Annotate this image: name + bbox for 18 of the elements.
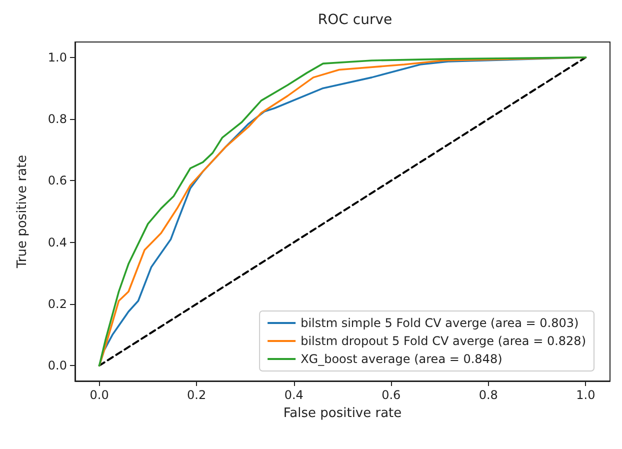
x-tick-label: 0.2 [187,388,206,402]
x-tick-label: 0.4 [284,388,304,402]
chart-title: ROC curve [318,12,392,28]
y-tick-label: 1.0 [48,50,67,64]
y-tick-label: 0.6 [48,174,67,188]
y-tick-label: 0.8 [48,112,67,126]
x-axis-title: False positive rate [283,406,402,421]
legend-label: bilstm dropout 5 Fold CV averge (area = 0.828) [300,334,586,348]
x-tick-label: 1.0 [576,388,596,402]
legend-label: bilstm simple 5 Fold CV averge (area = 0.803) [300,316,579,330]
x-tick-label: 0.8 [478,388,498,402]
x-tick-label: 0.0 [90,388,109,402]
x-tick-label: 0.6 [382,388,401,402]
y-tick-label: 0.0 [48,358,67,373]
y-tick-label: 0.4 [48,235,67,250]
legend-label: XG_boost average (area = 0.848) [300,352,502,366]
y-tick-label: 0.2 [48,296,67,311]
y-axis-title: True positive rate [15,154,30,270]
